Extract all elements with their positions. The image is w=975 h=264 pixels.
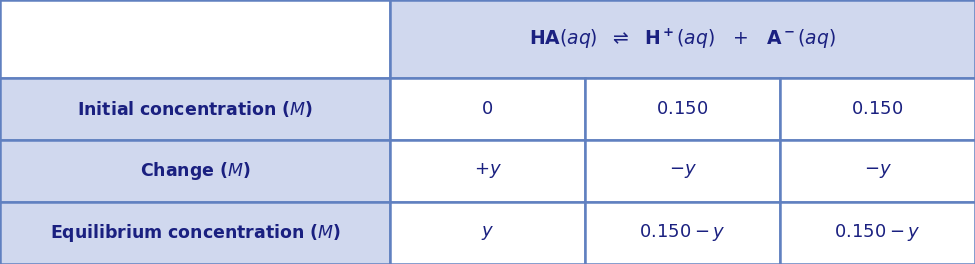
Bar xyxy=(0,202,390,264)
Bar xyxy=(0,78,390,140)
Text: $\mathrm{0.150}-y$: $\mathrm{0.150}-y$ xyxy=(640,223,725,243)
Text: $\mathbf{Change\ (}$$\mathbf{\mathit{M}}$$\mathbf{)}$: $\mathbf{Change\ (}$$\mathbf{\mathit{M}}… xyxy=(139,160,251,182)
Text: $-y$: $-y$ xyxy=(864,162,891,180)
Bar xyxy=(0,140,390,202)
Bar xyxy=(780,78,975,140)
Bar xyxy=(0,0,390,78)
Bar xyxy=(780,202,975,264)
Text: $\mathrm{0}$: $\mathrm{0}$ xyxy=(482,100,493,118)
Text: $\mathrm{0.150}-y$: $\mathrm{0.150}-y$ xyxy=(835,223,920,243)
Text: $+y$: $+y$ xyxy=(474,162,501,180)
Bar xyxy=(585,140,780,202)
Bar xyxy=(780,140,975,202)
Bar xyxy=(390,78,585,140)
Bar xyxy=(585,202,780,264)
Text: $\mathrm{0.150}$: $\mathrm{0.150}$ xyxy=(851,100,904,118)
Bar xyxy=(585,78,780,140)
Text: $\mathbf{HA}(\mathit{aq})$  $\rightleftharpoons$  $\mathbf{H^+}(\mathit{aq})$   : $\mathbf{HA}(\mathit{aq})$ $\rightleftha… xyxy=(529,27,836,51)
Text: $\mathbf{Initial\ concentration\ (}$$\mathbf{\mathit{M}}$$\mathbf{)}$: $\mathbf{Initial\ concentration\ (}$$\ma… xyxy=(77,99,313,119)
Text: $\mathrm{0.150}$: $\mathrm{0.150}$ xyxy=(656,100,709,118)
Text: $y$: $y$ xyxy=(481,224,494,242)
Text: $-y$: $-y$ xyxy=(669,162,696,180)
Bar xyxy=(390,140,585,202)
Bar xyxy=(390,0,975,78)
Bar xyxy=(390,202,585,264)
Text: $\mathbf{Equilibrium\ concentration\ (}$$\mathbf{\mathit{M}}$$\mathbf{)}$: $\mathbf{Equilibrium\ concentration\ (}$… xyxy=(50,222,340,244)
